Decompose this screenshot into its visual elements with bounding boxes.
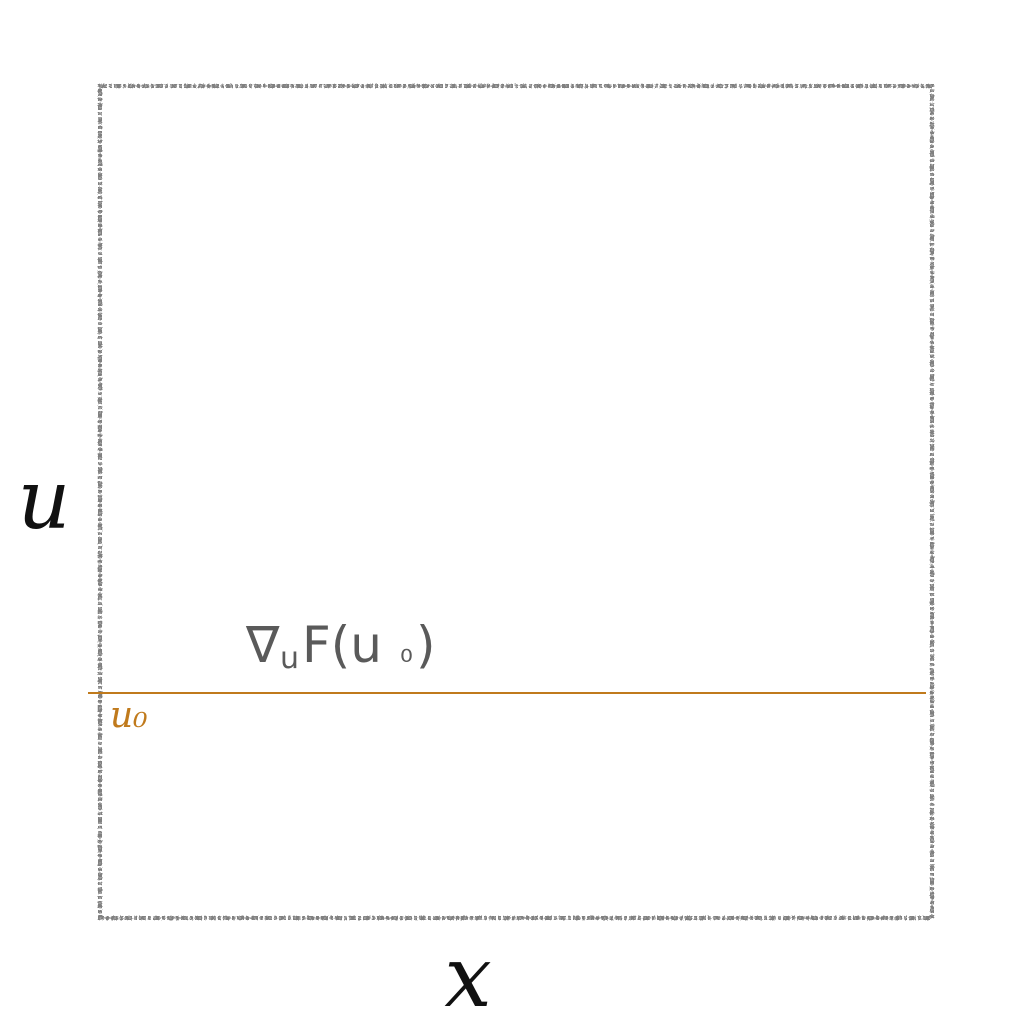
gradient-nabla: ∇: [245, 616, 280, 674]
y-axis-label: u: [18, 453, 71, 548]
gradient-function: F(u: [302, 616, 382, 674]
frame-rect-texture: [99, 85, 933, 919]
x-axis-label: x: [444, 928, 491, 1024]
gradient-label: ∇ u F(u ₀ ): [245, 616, 436, 676]
plot-frame: [98, 84, 934, 920]
gradient-close-paren: ): [416, 616, 436, 674]
level-line-label: u₀: [110, 695, 148, 736]
gradient-subscript: u: [280, 641, 299, 676]
frame-rect: [98, 84, 934, 920]
gradient-sub0: ₀: [400, 632, 413, 670]
